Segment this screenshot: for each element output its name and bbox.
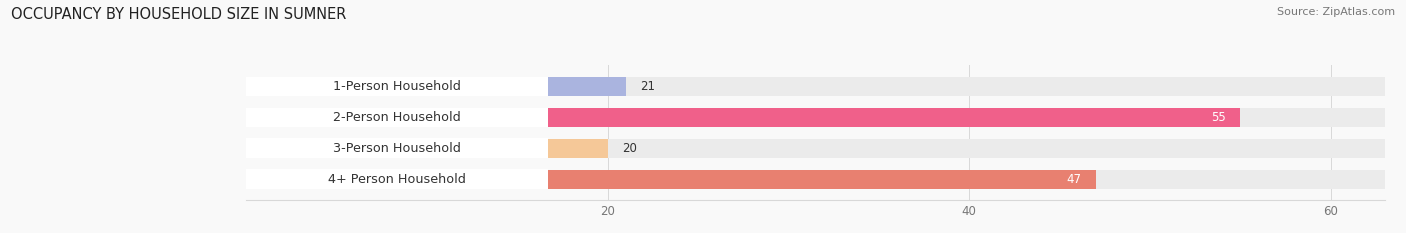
Text: 21: 21 (640, 80, 655, 93)
Text: 55: 55 (1211, 111, 1226, 124)
Bar (246, 169, 548, 189)
Text: 2-Person Household: 2-Person Household (333, 111, 461, 124)
Bar (246, 77, 1385, 96)
Bar (246, 77, 548, 96)
Bar (246, 139, 1385, 158)
Text: OCCUPANCY BY HOUSEHOLD SIZE IN SUMNER: OCCUPANCY BY HOUSEHOLD SIZE IN SUMNER (11, 7, 347, 22)
Bar (246, 138, 548, 158)
Text: 3-Person Household: 3-Person Household (333, 142, 461, 155)
Text: 1-Person Household: 1-Person Household (333, 80, 461, 93)
Bar (246, 77, 626, 96)
Text: 47: 47 (1066, 173, 1081, 186)
Bar (246, 170, 1385, 189)
Text: 4+ Person Household: 4+ Person Household (328, 173, 465, 186)
Bar (246, 108, 1385, 127)
Bar (246, 108, 1240, 127)
Text: 20: 20 (621, 142, 637, 155)
Bar (246, 139, 607, 158)
Bar (246, 108, 548, 127)
Bar (246, 170, 1095, 189)
Text: Source: ZipAtlas.com: Source: ZipAtlas.com (1277, 7, 1395, 17)
